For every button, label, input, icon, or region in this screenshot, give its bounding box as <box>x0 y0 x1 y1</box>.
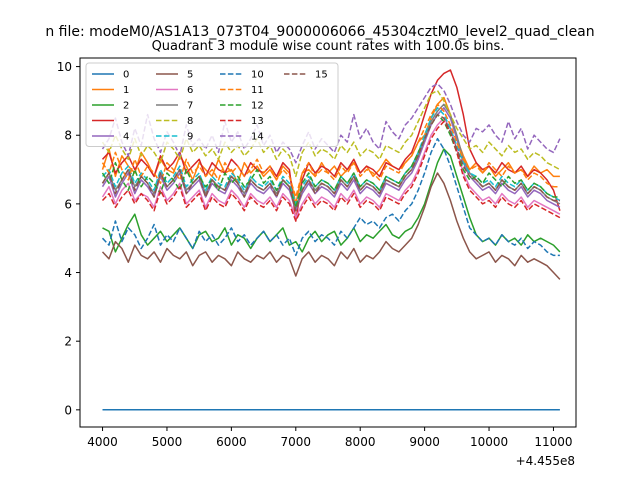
legend-label: 5 <box>187 70 193 81</box>
figure-title: n file: modeM0/AS1A13_073T04_9000006066_… <box>45 24 594 40</box>
series-line-11 <box>101 103 560 198</box>
series-line-13 <box>101 120 561 222</box>
series-line-2 <box>102 148 561 253</box>
x-tick-label: 9000 <box>409 435 440 449</box>
legend-label: 11 <box>251 85 264 96</box>
x-tick-label: 11000 <box>534 435 572 449</box>
legend-label: 3 <box>123 116 129 127</box>
y-tick-label: 4 <box>64 266 72 280</box>
x-tick-label: 6000 <box>216 435 247 449</box>
legend-label: 1 <box>123 85 129 96</box>
y-tick-label: 6 <box>64 197 72 211</box>
legend-label: 14 <box>251 132 264 143</box>
series-line-8 <box>101 89 561 178</box>
x-tick-label: 8000 <box>345 435 376 449</box>
chart-title: Quadrant 3 module wise count rates with … <box>152 39 505 54</box>
series-line-15 <box>101 113 560 212</box>
plot-frame <box>79 57 577 428</box>
y-tick-label: 10 <box>57 60 72 74</box>
x-tick-label: 5000 <box>152 435 183 449</box>
series-line-6 <box>101 117 561 219</box>
series-line-14 <box>101 82 561 164</box>
series-line-4 <box>101 107 561 212</box>
legend-label: 12 <box>251 101 264 112</box>
x-tick-label: 7000 <box>281 435 312 449</box>
series-layer <box>101 69 561 411</box>
legend-label: 10 <box>251 70 264 81</box>
series-line-10 <box>101 137 560 257</box>
x-offset-label: +4.455e8 <box>516 454 575 468</box>
legend-label: 9 <box>187 132 193 143</box>
x-tick-label: 10000 <box>470 435 508 449</box>
legend-label: 7 <box>187 101 193 112</box>
legend-label: 13 <box>251 116 264 127</box>
legend-label: 8 <box>187 116 193 127</box>
legend-label: 6 <box>187 85 193 96</box>
x-tick-label: 4000 <box>87 435 118 449</box>
legend-label: 0 <box>123 70 129 81</box>
legend-label: 2 <box>123 101 129 112</box>
legend-label: 4 <box>123 132 129 143</box>
series-line-5 <box>101 172 561 280</box>
legend-box <box>85 62 339 147</box>
y-tick-label: 2 <box>64 335 72 349</box>
y-tick-label: 8 <box>64 129 72 143</box>
y-tick-label: 0 <box>64 403 72 417</box>
axis-layer: 4000 5000 6000 7000 8000 9000 10000 11000 0 2 4 6 8 1… <box>57 60 573 449</box>
legend-label: 15 <box>315 70 328 81</box>
